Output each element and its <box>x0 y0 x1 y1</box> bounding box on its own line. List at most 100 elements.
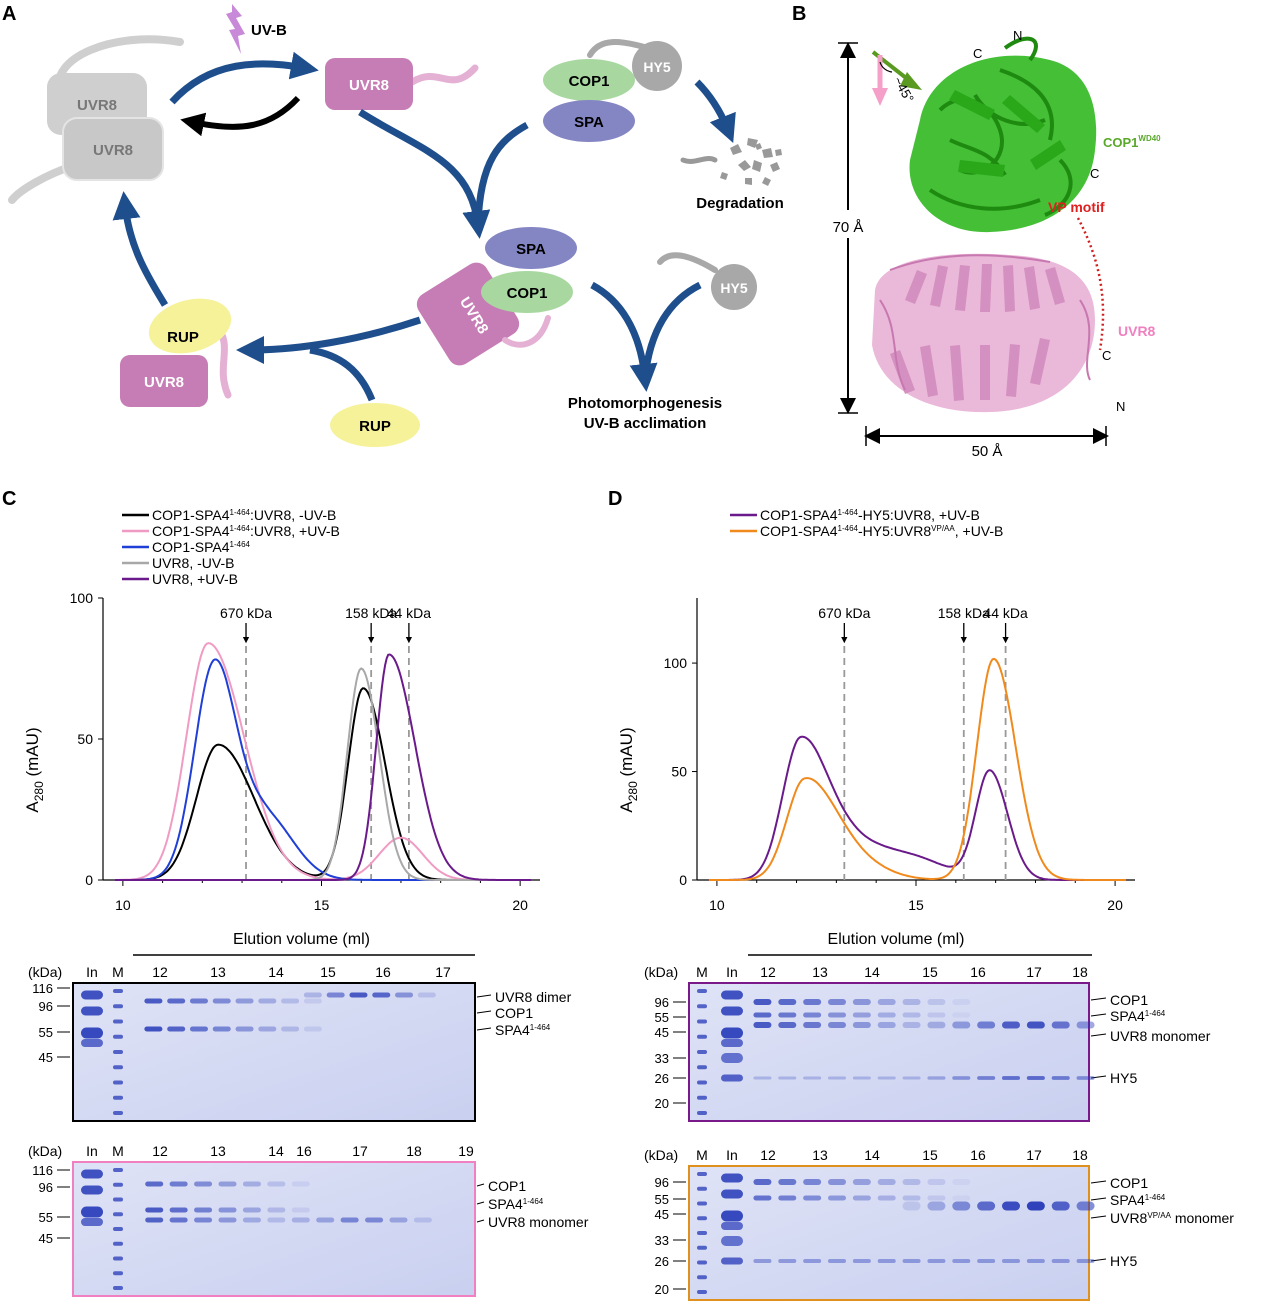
cop1-band <box>281 998 300 1004</box>
cop1-c-top: C <box>973 46 982 61</box>
ladder-band <box>113 1271 123 1276</box>
hy5-band <box>778 1076 797 1080</box>
input-band <box>81 1185 103 1195</box>
spa-band <box>218 1207 237 1213</box>
gel-lane-label: M <box>696 964 708 980</box>
gel-band-label-0: COP1 <box>1110 1175 1148 1191</box>
uvr8-band <box>291 1217 310 1223</box>
gel-marker-label: 45 <box>655 1207 669 1222</box>
spa-band <box>753 1195 772 1201</box>
spa-band <box>281 1026 300 1032</box>
hy5-band <box>1051 1076 1070 1080</box>
gel-c_top: (kDa) In M 12 13 14 15 16 17 116 96 55 45 UVR8 dimerC… <box>28 964 572 1122</box>
input-band <box>81 1169 103 1179</box>
rup-bound <box>148 298 232 354</box>
gel-lane-label: 13 <box>210 964 226 980</box>
uvr8-band <box>977 1021 996 1029</box>
uvr8-band <box>1076 1201 1095 1211</box>
y-axis-label: A280 (mAU) <box>617 727 640 812</box>
hy5-band <box>1076 1259 1095 1263</box>
spa-band <box>212 1026 231 1032</box>
uvr8-monomer-top <box>325 58 413 110</box>
uvr8-dimer-band <box>372 992 391 998</box>
gel-lane-label: In <box>86 1143 98 1159</box>
series-line-0 <box>114 687 532 881</box>
spa-band <box>828 1012 846 1018</box>
ladder-band <box>113 1168 123 1172</box>
uvr8-band <box>803 1022 822 1028</box>
ladder-band <box>113 1111 123 1115</box>
ladder-band <box>697 1065 707 1070</box>
arrow-rup-release <box>236 316 422 364</box>
spa-band <box>303 1026 322 1032</box>
vp-motif-label: VP motif <box>1048 199 1105 215</box>
hy5-band <box>977 1076 996 1080</box>
gel-marker-label: 116 <box>32 981 53 996</box>
gel-lane-label: 16 <box>375 964 391 980</box>
ladder-band <box>113 1019 123 1024</box>
cop1-band <box>303 998 322 1004</box>
legend-label-1: COP1-SPA41-464:UVR8, +UV-B <box>152 523 340 539</box>
hy5-band <box>852 1076 871 1080</box>
gel-lane-label: 15 <box>922 1147 938 1163</box>
input-band <box>81 1039 103 1047</box>
spa-complex <box>485 227 577 269</box>
gel-lane-label: 14 <box>268 1143 284 1159</box>
vp-motif-linker <box>1076 217 1105 351</box>
ladder-band <box>697 1231 707 1235</box>
cop1-band <box>778 1179 797 1185</box>
uvr8-dimer-band <box>326 992 345 998</box>
gel-label-line <box>1090 1180 1107 1184</box>
hy5-band <box>1026 1076 1045 1080</box>
arrow-degradation <box>694 79 736 143</box>
gel-lane-label: 12 <box>152 964 168 980</box>
cop1-band <box>877 999 896 1005</box>
gel-lane-label: In <box>726 964 738 980</box>
cop1-band <box>927 999 946 1005</box>
spa-band <box>267 1207 286 1213</box>
ladder-band <box>697 1111 707 1115</box>
ladder-band <box>697 989 707 993</box>
uvr8-band <box>194 1217 213 1223</box>
gel-lane-label: 14 <box>864 964 880 980</box>
gel-marker-label: 33 <box>655 1051 669 1066</box>
gel-lane-label: 18 <box>1072 1147 1088 1163</box>
cop1-c-right: C <box>1090 166 1099 181</box>
gel-lane-label: 13 <box>210 1143 226 1159</box>
input-band <box>81 1218 103 1226</box>
spa-band <box>803 1195 822 1201</box>
uvr8-band <box>1076 1021 1095 1029</box>
gel-marker-label: 55 <box>39 1210 53 1225</box>
arrow-redimer-rup <box>112 191 169 307</box>
spa-band <box>235 1026 254 1032</box>
uvr8-band <box>1051 1201 1070 1211</box>
gel-lane-label: M <box>112 1143 124 1159</box>
ladder-band <box>113 1065 123 1070</box>
cop1-band <box>242 1181 261 1187</box>
uvr8-band <box>877 1022 896 1028</box>
gel-label-line <box>1090 997 1107 1001</box>
hy5-top-label: HY5 <box>643 59 670 75</box>
hy5-band <box>1076 1076 1095 1080</box>
uvr8-band <box>927 1021 946 1029</box>
cop1-band <box>828 1179 846 1185</box>
ladder-band <box>697 1290 707 1294</box>
hy5-band <box>877 1259 896 1263</box>
hy5-band <box>1076 1076 1095 1080</box>
gel-lane-label: 12 <box>152 1143 168 1159</box>
arrow-bind-cop1 <box>358 109 491 239</box>
uvr8-band <box>340 1217 359 1223</box>
y-tick-label: 100 <box>664 655 688 671</box>
cop1-band <box>167 998 186 1004</box>
series-line-0 <box>708 735 1127 881</box>
gel-lane-label: 17 <box>1026 1147 1042 1163</box>
gel-marker-label: 26 <box>655 1254 669 1269</box>
spa-band <box>927 1195 946 1201</box>
x-tick-label: 10 <box>709 897 725 913</box>
input-band <box>721 1039 743 1047</box>
input-band <box>81 990 103 1000</box>
